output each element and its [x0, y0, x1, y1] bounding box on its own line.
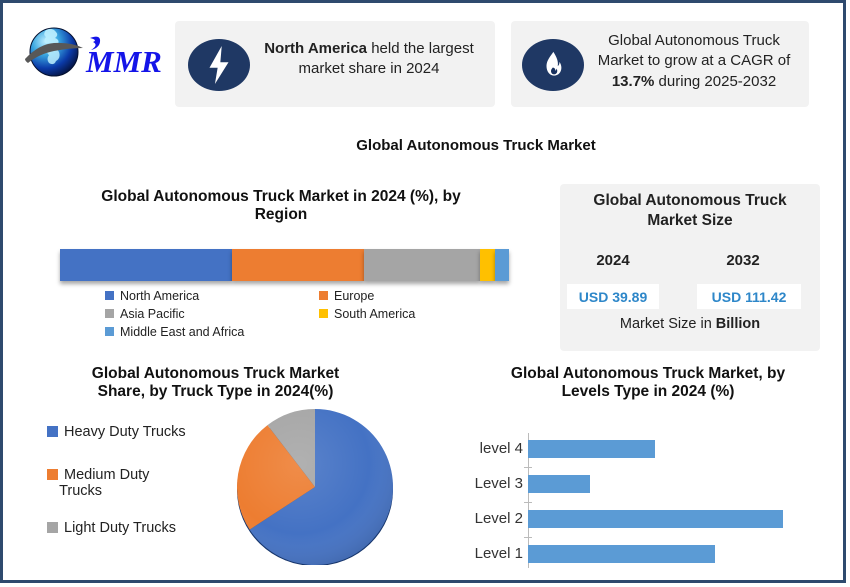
svg-text:MMR: MMR	[85, 44, 162, 79]
